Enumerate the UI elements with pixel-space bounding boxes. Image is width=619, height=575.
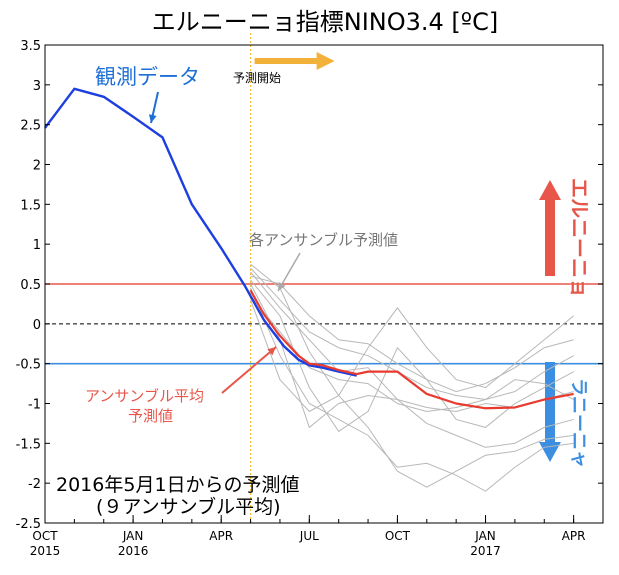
ensemble-mean-label-1: アンサンブル平均 (85, 387, 204, 405)
x-tick-label: JAN (122, 529, 144, 543)
y-tick-label: 2 (33, 159, 41, 174)
observed-line (44, 87, 357, 377)
footnote-line-2: (９アンサンブル平均) (96, 495, 281, 518)
x-tick-label: APR (209, 529, 233, 543)
plot-area: 3.532.521.510.50-0.5-1-1.5-2-2.5OCT2015J… (16, 33, 604, 558)
y-tick-label: -1 (28, 398, 41, 413)
forecast-start-label: 予測開始 (233, 71, 281, 85)
ensemble-member-line-2 (250, 263, 574, 397)
mean-pointer-line (221, 346, 277, 394)
forecast-arrow-head (316, 52, 335, 70)
y-tick-label: -2.5 (16, 517, 41, 532)
y-tick-label: 1.5 (20, 198, 41, 213)
ensemble-member-line-9 (250, 295, 574, 412)
ensemble-member-line-6 (250, 287, 574, 492)
lanina-label: ラニーニャ (568, 378, 589, 468)
observed-data-label: 観測データ (95, 65, 200, 89)
ensemble-member-line-3 (250, 275, 574, 393)
ensemble-member-line-8 (250, 271, 574, 412)
ensemble-members-label: 各アンサンブル予測値 (249, 231, 398, 249)
x-tick-label: OCT (385, 529, 411, 543)
mean-pointer-head (267, 347, 276, 356)
y-tick-label: 0.5 (20, 278, 41, 293)
x-tick-label: JUL (299, 529, 319, 543)
footnote-line-1: 2016年5月1日からの予測値 (56, 474, 300, 496)
y-tick-label: 3 (33, 79, 41, 94)
elnino-arrow-shaft (545, 198, 555, 276)
observed-pointer-head (148, 114, 157, 123)
x-tick-label: APR (562, 529, 586, 543)
y-tick-label: 3.5 (20, 39, 41, 54)
y-tick-label: 0 (33, 318, 41, 333)
chart-title: エルニーニョ指標NINO3.4 [ºC] (152, 8, 498, 36)
ensemble-member-line-7 (250, 299, 574, 488)
ensemble-member-line-1 (250, 267, 574, 401)
x-tick-year-label: 2017 (470, 544, 501, 558)
ensemble-mean-label-2: 予測値 (128, 407, 173, 425)
y-tick-label: -1.5 (16, 437, 41, 452)
ensemble-member-line-5 (250, 279, 574, 433)
x-tick-year-label: 2015 (30, 544, 61, 558)
members-pointer-head (278, 282, 286, 291)
x-tick-year-label: 2016 (118, 544, 149, 558)
x-tick-label: OCT (32, 529, 58, 543)
x-tick-label: JAN (474, 529, 496, 543)
elnino-label: エルニーニョ (568, 178, 592, 298)
ensemble-mean-line (249, 289, 574, 410)
lanina-arrow-shaft (545, 362, 555, 444)
ensemble-member-line-4 (250, 283, 574, 448)
y-tick-label: -0.5 (16, 358, 41, 373)
y-tick-label: 2.5 (20, 119, 41, 134)
elnino-arrow-head (539, 180, 561, 200)
y-tick-label: 1 (33, 238, 41, 253)
y-tick-label: -2 (28, 477, 41, 492)
